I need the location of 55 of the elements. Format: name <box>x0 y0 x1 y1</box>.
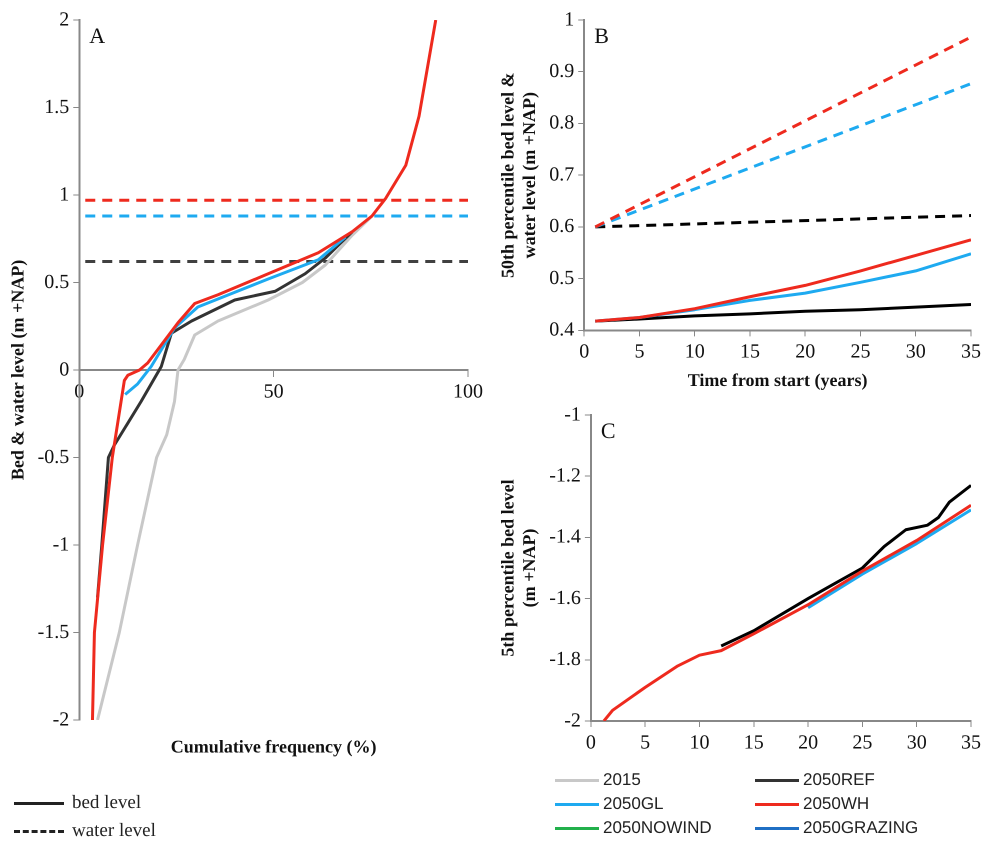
legend-label: 2050NOWIND <box>602 818 713 838</box>
y-tick-label: -2 <box>564 709 581 732</box>
y-tick-label: 0.4 <box>549 318 574 341</box>
y-tick-label: 1 <box>59 183 70 206</box>
x-tick-label: 5 <box>640 731 650 754</box>
x-tick-label: 20 <box>798 731 818 754</box>
x-axis-title: Time from start (years) <box>688 370 868 390</box>
x-tick-label: 15 <box>740 340 760 363</box>
x-tick-label: 25 <box>850 340 870 363</box>
chart-title: B <box>594 22 609 48</box>
x-tick-label: 20 <box>795 340 816 363</box>
y-tick-label: -0.5 <box>38 446 70 468</box>
y-tick-label: 0.9 <box>549 60 574 82</box>
y-axis-title: 5th percentile bed level (m +NAP) <box>497 479 540 657</box>
legend-label: 2015 <box>602 770 642 790</box>
y-tick-label: 1 <box>564 8 574 30</box>
legend-label: 2050WH <box>802 794 870 814</box>
x-tick-label: 35 <box>961 340 981 363</box>
legend-label: 2050GL <box>602 794 664 814</box>
y-tick-label: -1.8 <box>549 648 581 670</box>
x-tick-label: 30 <box>906 340 926 363</box>
x-tick-label: 0 <box>586 731 596 754</box>
y-tick-label: -1 <box>52 533 70 556</box>
text: water level <box>71 820 156 842</box>
chart-title: A <box>89 22 106 48</box>
y-tick-label: -1.2 <box>549 464 581 486</box>
y-tick-label: -1.5 <box>38 620 70 643</box>
x-tick-label: 25 <box>852 731 872 754</box>
y-tick-label: 0.6 <box>549 215 574 238</box>
text: bed level <box>71 792 142 814</box>
y-tick-label: 0.8 <box>549 112 574 134</box>
y-tick-label: 1.5 <box>44 96 70 118</box>
chart-title: C <box>600 418 616 443</box>
x-tick-label: 15 <box>744 731 764 754</box>
x-axis-title: Cumulative frequency (%) <box>170 736 376 757</box>
y-axis-title: 50th percentile bed level & water level (m +NAP) <box>497 72 540 278</box>
x-tick-label: 10 <box>689 731 710 754</box>
y-tick-label: 0 <box>59 358 70 380</box>
y-tick-label: -1.4 <box>549 526 581 548</box>
y-tick-label: 2 <box>59 8 70 30</box>
x-tick-label: 10 <box>684 340 705 363</box>
y-tick-label: -1.6 <box>549 586 581 609</box>
x-tick-label: 100 <box>453 380 483 402</box>
x-tick-label: 30 <box>906 731 927 754</box>
legend-label: 2050GRAZING <box>802 818 920 838</box>
x-tick-label: 5 <box>634 340 644 363</box>
y-axis-title: Bed & water level (m +NAP) <box>7 260 28 480</box>
y-tick-label: 0.7 <box>549 163 574 186</box>
y-tick-label: -2 <box>52 708 70 730</box>
y-tick-label: 0.5 <box>44 270 70 293</box>
legend-label: 2050REF <box>802 770 876 790</box>
y-tick-label: -1 <box>564 403 581 426</box>
y-tick-label: 0.5 <box>549 266 574 289</box>
x-tick-label: 50 <box>264 380 284 402</box>
x-tick-label: 35 <box>961 731 981 754</box>
